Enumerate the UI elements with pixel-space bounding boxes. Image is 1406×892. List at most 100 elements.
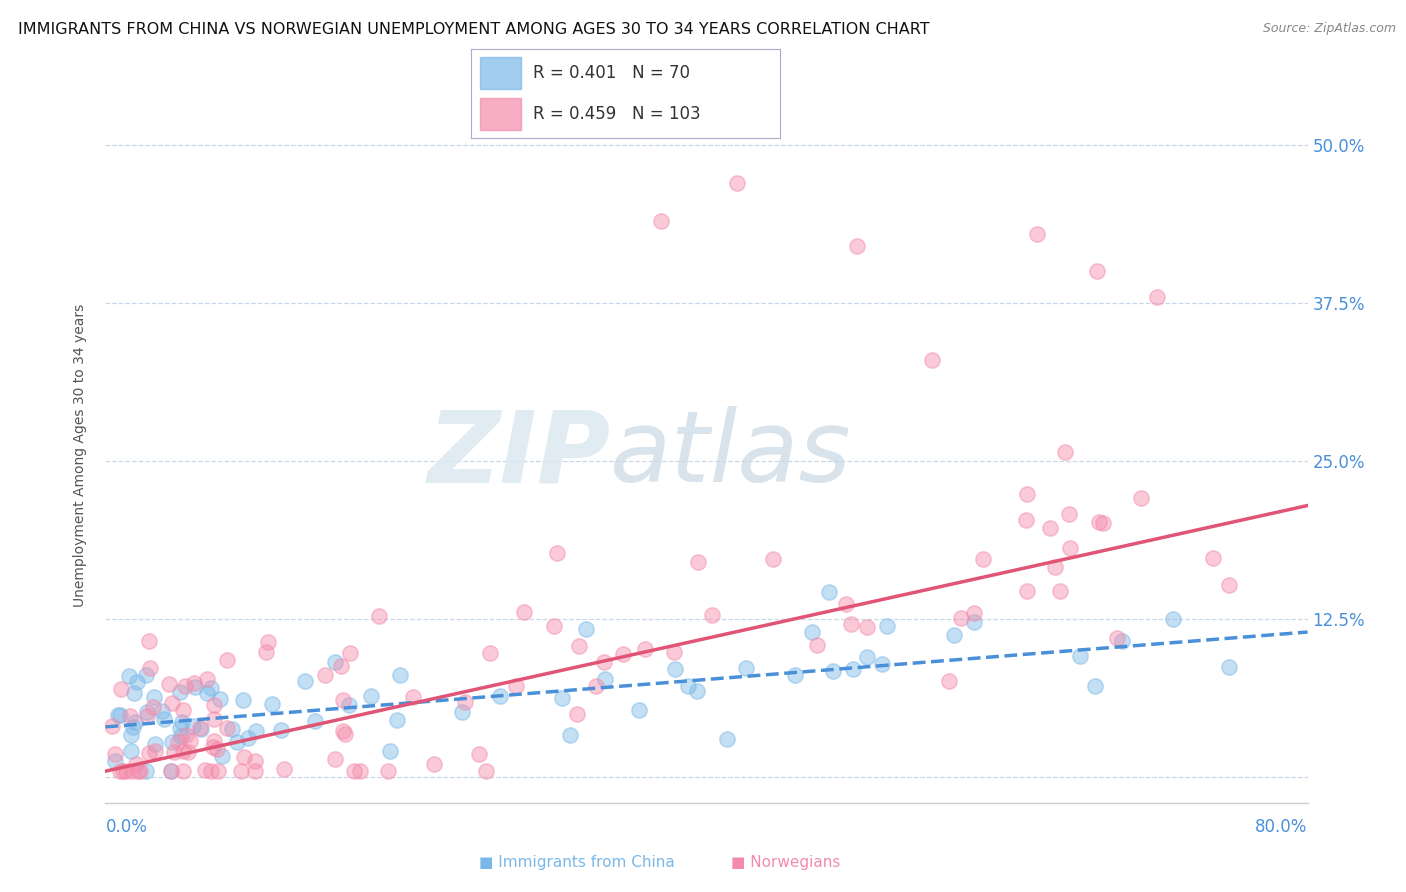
Point (839, 617, 862, 632)
Point (135, 668, 157, 682)
Point (207, 764, 229, 779)
Point (104, 747, 127, 761)
Point (332, 723, 354, 738)
Point (143, 690, 166, 704)
Point (190, 722, 212, 736)
Point (229, 764, 252, 779)
Bar (481, 57, 520, 89)
Point (650, 214, 672, 228)
Point (1161, 612, 1184, 626)
Point (735, 661, 758, 675)
Point (139, 661, 162, 675)
Point (823, 664, 845, 678)
Point (138, 746, 160, 760)
Point (688, 555, 710, 569)
Point (818, 585, 841, 599)
Point (118, 668, 141, 682)
Point (575, 623, 598, 637)
Point (479, 646, 502, 660)
Point (211, 748, 233, 763)
Point (188, 721, 211, 735)
Point (138, 633, 160, 648)
Point (678, 679, 700, 693)
Point (254, 645, 277, 659)
Point (453, 695, 475, 709)
Point (179, 733, 201, 747)
Point (128, 764, 150, 779)
Point (273, 762, 295, 776)
Point (806, 639, 828, 653)
Point (143, 738, 166, 752)
Point (226, 735, 249, 749)
Point (150, 704, 173, 718)
Point (1057, 507, 1080, 521)
Point (592, 655, 614, 669)
Point (551, 691, 574, 706)
Point (201, 739, 224, 754)
Point (120, 728, 142, 742)
Point (842, 662, 865, 676)
Point (205, 741, 228, 756)
Point (181, 719, 204, 733)
Point (160, 696, 183, 710)
Point (110, 681, 132, 696)
Point (1202, 551, 1225, 566)
Text: atlas: atlas (610, 407, 852, 503)
Point (543, 619, 565, 633)
Point (122, 686, 145, 700)
Point (195, 686, 218, 700)
Point (221, 723, 243, 737)
Point (1069, 648, 1091, 663)
Text: R = 0.401   N = 70: R = 0.401 N = 70 (533, 64, 690, 82)
Point (170, 729, 193, 743)
Point (488, 689, 510, 703)
Point (107, 707, 129, 722)
Point (593, 672, 616, 686)
Point (104, 754, 127, 768)
Point (120, 708, 142, 723)
Point (468, 747, 491, 762)
Point (304, 714, 326, 728)
Point (332, 692, 354, 706)
Point (560, 728, 582, 742)
Point (565, 707, 588, 722)
Point (169, 684, 191, 698)
Point (1218, 577, 1240, 591)
Point (1015, 512, 1038, 526)
Point (725, 176, 748, 190)
Point (1218, 660, 1240, 674)
Point (195, 672, 218, 686)
Point (388, 667, 411, 681)
Point (343, 764, 366, 779)
Point (834, 597, 856, 611)
Text: 80.0%: 80.0% (1256, 818, 1308, 836)
Point (938, 673, 960, 688)
Point (157, 677, 180, 691)
Text: ■ Norwegians: ■ Norwegians (731, 855, 841, 870)
Point (110, 764, 132, 779)
Point (294, 673, 316, 688)
Point (209, 691, 232, 706)
Point (153, 713, 176, 727)
Point (634, 642, 657, 657)
Point (1130, 491, 1153, 505)
Bar (481, 98, 520, 130)
Point (783, 668, 806, 682)
Point (330, 659, 353, 673)
Point (870, 657, 893, 671)
Point (367, 609, 389, 624)
Point (856, 650, 879, 665)
Point (402, 690, 425, 704)
Point (762, 552, 785, 566)
Text: 0.0%: 0.0% (105, 818, 148, 836)
Point (323, 655, 346, 669)
Point (505, 679, 527, 693)
Point (585, 680, 607, 694)
Point (200, 681, 222, 695)
Point (202, 712, 225, 726)
Point (177, 745, 200, 759)
Point (1088, 515, 1111, 529)
Point (200, 764, 222, 779)
Point (121, 764, 143, 779)
Point (972, 552, 994, 566)
